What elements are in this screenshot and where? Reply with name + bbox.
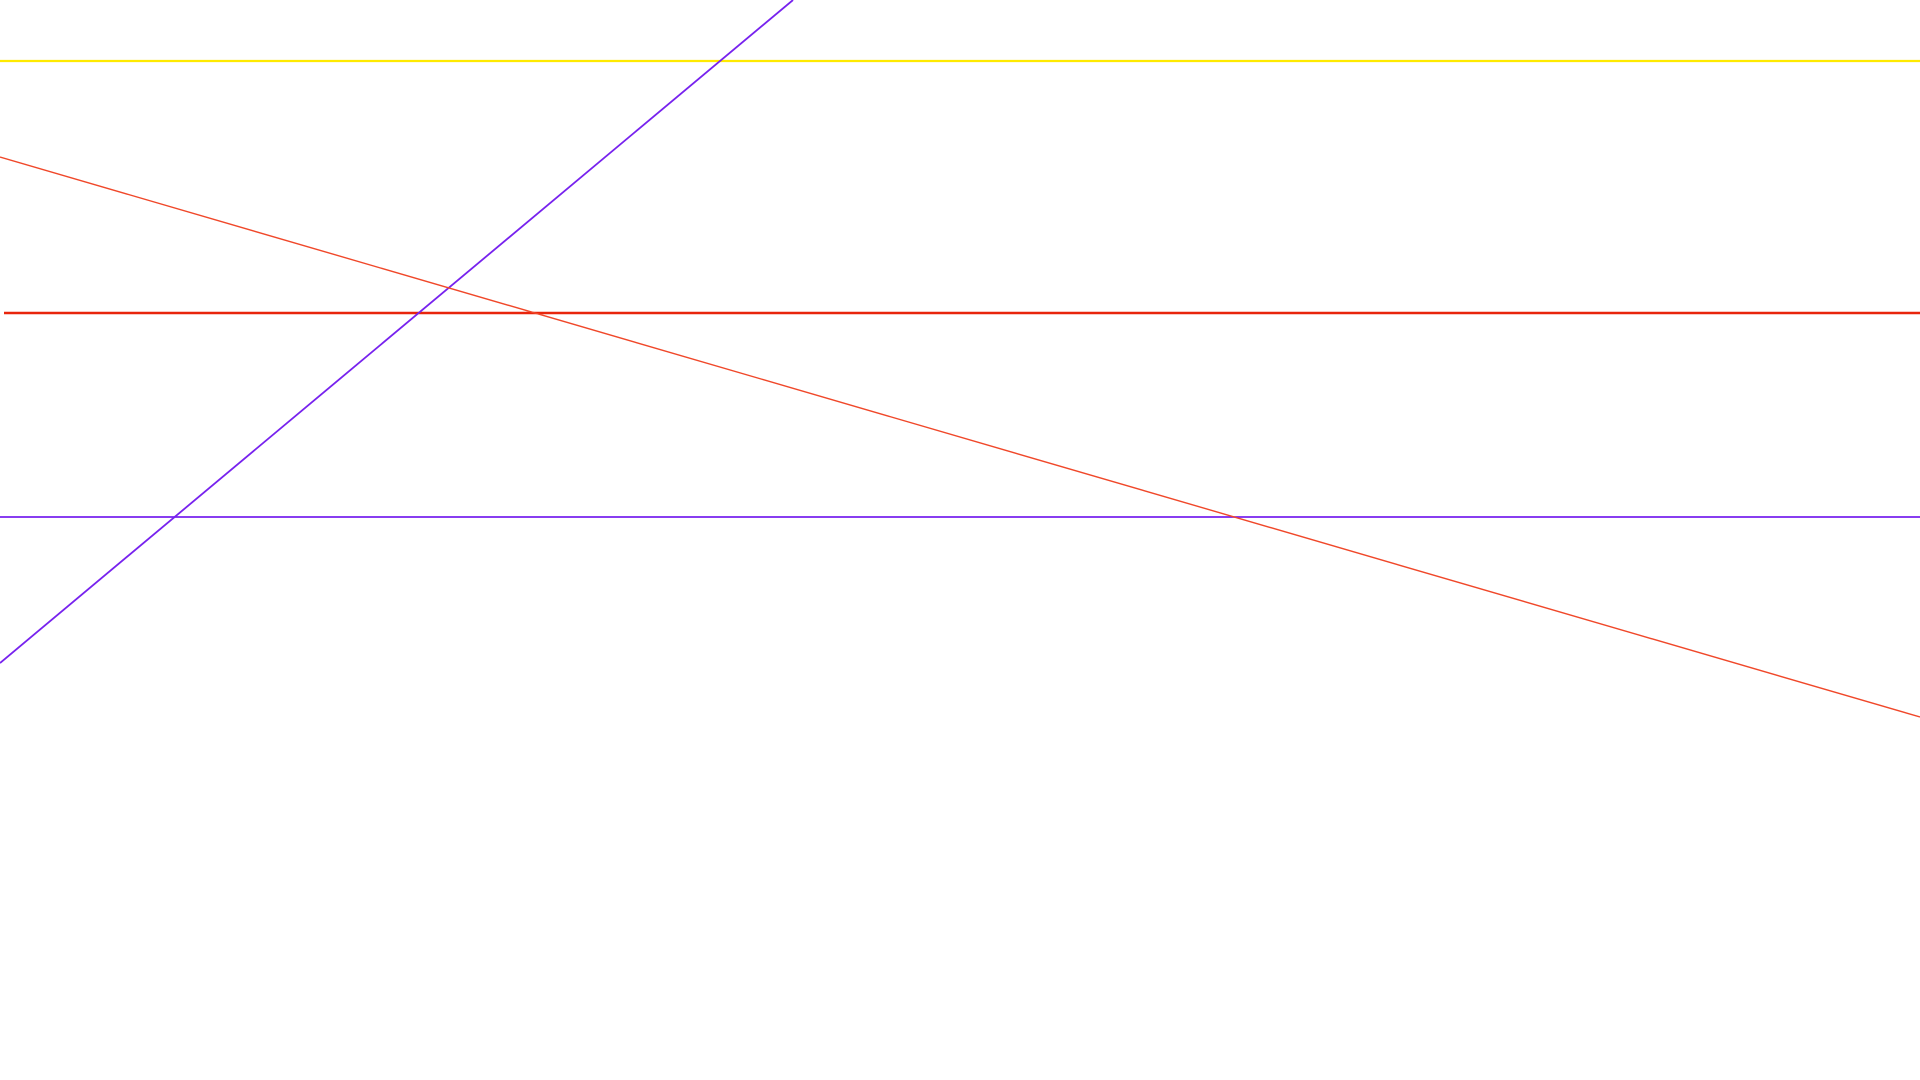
lines-layer xyxy=(0,0,1920,718)
purple-diagonal-line xyxy=(0,0,794,664)
red-diagonal-line xyxy=(0,156,1920,718)
